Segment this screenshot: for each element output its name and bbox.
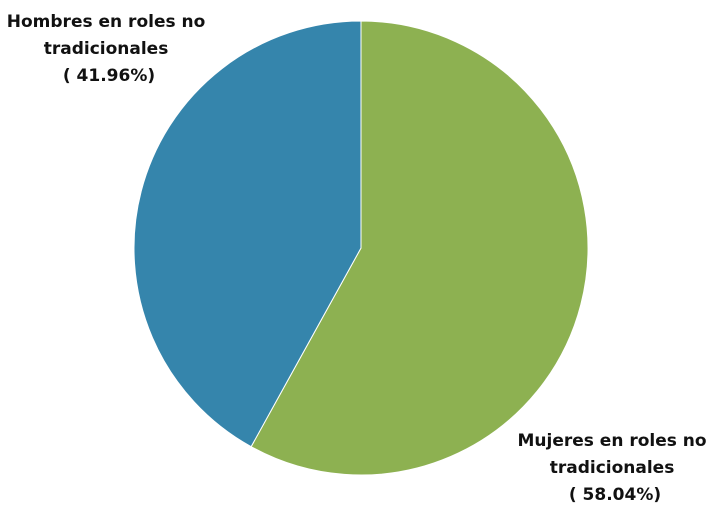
label-hombres: Hombres en roles no tradicionales ( 41.9… — [7, 12, 211, 86]
pie-slices — [133, 20, 589, 476]
label-hombres-line-1: Hombres en roles no — [7, 12, 206, 32]
label-mujeres: Mujeres en roles no tradicionales ( 58.0… — [517, 431, 712, 505]
pie-slice-mujeres — [250, 20, 589, 476]
label-mujeres-line-2: tradicionales — [550, 458, 675, 478]
label-hombres-percent: ( 41.96%) — [63, 66, 155, 86]
label-mujeres-line-1: Mujeres en roles no — [517, 431, 706, 451]
label-mujeres-percent: ( 58.04%) — [569, 485, 661, 505]
pie-slice-hombres — [133, 20, 362, 448]
label-hombres-line-2: tradicionales — [44, 39, 169, 59]
